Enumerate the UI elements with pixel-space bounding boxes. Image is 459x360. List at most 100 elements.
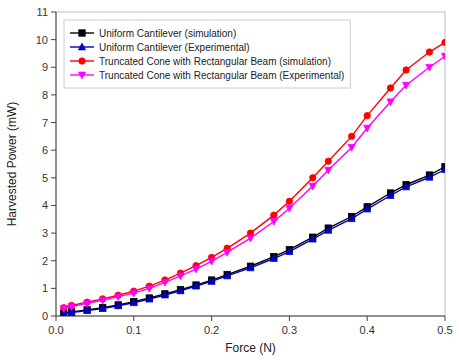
legend-label: Uniform Cantilever (Experimental) [99, 42, 250, 53]
plot-area [56, 12, 445, 316]
data-point [99, 297, 106, 304]
y-tick-label: 9 [42, 61, 48, 73]
y-tick-label: 1 [42, 282, 48, 294]
y-tick [51, 94, 56, 95]
data-point [224, 272, 231, 279]
data-point [286, 198, 292, 204]
data-point [348, 133, 354, 139]
series-line [64, 56, 445, 308]
data-point [247, 235, 254, 242]
x-tick [133, 316, 134, 321]
data-point [208, 278, 215, 285]
y-tick [51, 177, 56, 178]
y-axis-label: Harvested Power (mW) [5, 102, 19, 227]
data-point [426, 64, 433, 71]
y-tick [51, 122, 56, 123]
x-tick [367, 316, 368, 321]
data-point [348, 215, 355, 222]
x-tick-label: 0.3 [282, 324, 297, 336]
x-tick-label: 0.4 [360, 324, 375, 336]
y-tick [51, 260, 56, 261]
data-point [364, 125, 371, 132]
y-tick-label: 3 [42, 227, 48, 239]
data-point [84, 300, 91, 307]
x-tick-label: 0.2 [204, 324, 219, 336]
data-point [247, 264, 254, 271]
legend-marker [79, 30, 85, 36]
data-point [68, 304, 75, 311]
y-tick [51, 67, 56, 68]
y-tick-label: 11 [37, 6, 48, 18]
data-point [348, 145, 355, 152]
legend-label: Truncated Cone with Rectangular Beam (si… [99, 56, 331, 67]
legend: Uniform Cantilever (simulation) Uniform C… [64, 20, 350, 88]
y-tick-label: 7 [42, 117, 48, 129]
data-point [146, 285, 153, 292]
y-axis [56, 12, 57, 316]
data-point [208, 258, 215, 265]
data-point [286, 205, 293, 212]
data-point [426, 49, 432, 55]
data-point [403, 67, 409, 73]
data-point [99, 305, 106, 312]
chart: 0.00.10.20.30.40.501234567891011Force (N… [0, 0, 459, 360]
y-tick-label: 5 [42, 172, 48, 184]
x-axis-label: Force (N) [225, 341, 276, 355]
y-tick [51, 288, 56, 289]
data-point [387, 85, 393, 91]
data-point [146, 295, 153, 302]
data-point [325, 226, 332, 233]
x-tick [445, 316, 446, 321]
data-point [224, 250, 231, 257]
y-tick [51, 39, 56, 40]
data-point [270, 255, 277, 262]
data-point [177, 273, 184, 280]
legend-label: Uniform Cantilever (simulation) [99, 28, 236, 39]
data-point [309, 183, 316, 190]
y-tick-label: 0 [42, 310, 48, 322]
data-point [426, 173, 433, 180]
series-line [64, 167, 445, 313]
data-point [115, 294, 122, 301]
data-point [193, 266, 200, 273]
data-point [403, 82, 410, 89]
data-point [271, 212, 277, 218]
data-point [441, 166, 445, 173]
x-tick [289, 316, 290, 321]
x-tick-label: 0.5 [437, 324, 452, 336]
y-tick [51, 316, 56, 317]
y-tick-label: 8 [42, 89, 48, 101]
x-axis [56, 316, 445, 317]
data-point [441, 53, 445, 60]
data-point [115, 302, 122, 309]
data-point [364, 112, 370, 118]
data-point [364, 205, 371, 212]
x-tick [56, 316, 57, 321]
data-point [193, 282, 200, 289]
y-tick [51, 233, 56, 234]
legend-marker [78, 43, 85, 50]
data-point [325, 158, 331, 164]
data-point [309, 235, 316, 242]
y-tick [51, 205, 56, 206]
data-point [270, 219, 277, 226]
data-point [177, 287, 184, 294]
data-point [161, 291, 168, 298]
y-tick-label: 2 [42, 255, 48, 267]
data-point [161, 279, 168, 286]
y-tick-label: 4 [42, 199, 48, 211]
data-point [442, 39, 445, 45]
series-line [64, 170, 445, 314]
data-point [387, 192, 394, 199]
data-point [130, 299, 137, 306]
legend-label: Truncated Cone with Rectangular Beam (Ex… [99, 70, 344, 81]
x-tick-label: 0.0 [48, 324, 63, 336]
data-point [60, 305, 67, 312]
y-tick-label: 10 [36, 34, 48, 46]
data-point [325, 167, 332, 174]
data-point [387, 99, 394, 106]
data-point [286, 248, 293, 255]
y-tick [51, 12, 56, 13]
legend-marker [79, 58, 85, 64]
legend-marker [78, 72, 85, 79]
